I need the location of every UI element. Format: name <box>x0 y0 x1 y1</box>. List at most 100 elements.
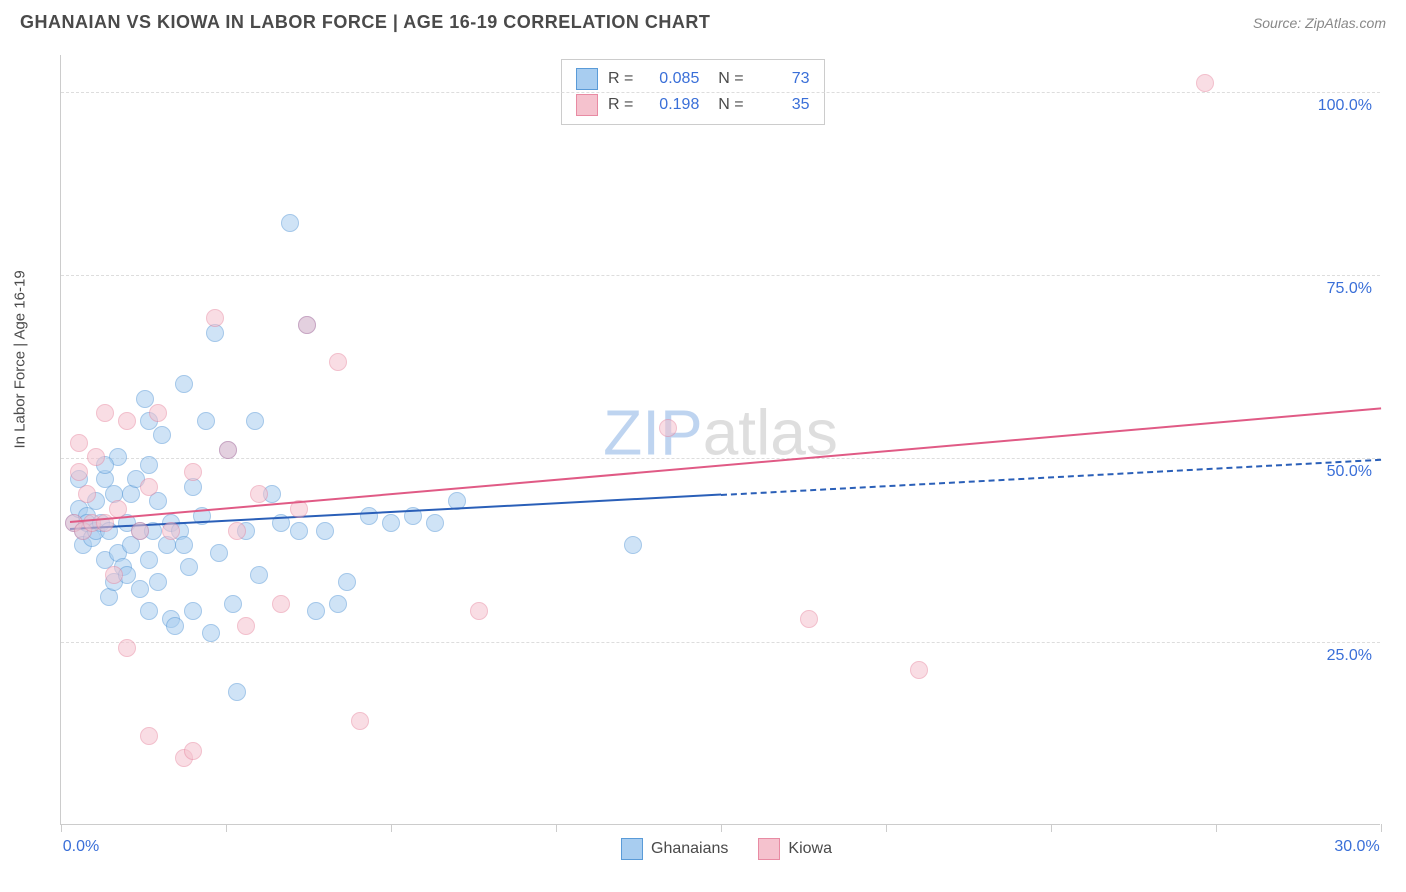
scatter-point <box>184 463 202 481</box>
scatter-point <box>237 617 255 635</box>
y-tick-label: 100.0% <box>1318 97 1372 115</box>
y-tick-label: 50.0% <box>1327 463 1372 481</box>
gridline <box>61 458 1380 459</box>
n-label: N = <box>709 70 743 88</box>
x-tick <box>1381 824 1382 832</box>
scatter-point <box>140 456 158 474</box>
y-axis-label: In Labor Force | Age 16-19 <box>12 270 29 448</box>
scatter-point <box>307 602 325 620</box>
gridline <box>61 92 1380 93</box>
scatter-point <box>140 478 158 496</box>
scatter-point <box>800 610 818 628</box>
scatter-point <box>149 573 167 591</box>
scatter-point <box>109 500 127 518</box>
legend-label: Kiowa <box>788 840 832 858</box>
scatter-point <box>202 624 220 642</box>
scatter-point <box>175 375 193 393</box>
legend-row-ghanaians: R = 0.085 N = 73 <box>576 66 810 92</box>
scatter-point <box>228 522 246 540</box>
scatter-point <box>105 566 123 584</box>
r-label: R = <box>608 96 633 114</box>
scatter-point <box>162 522 180 540</box>
scatter-point <box>175 536 193 554</box>
scatter-point <box>470 602 488 620</box>
scatter-point <box>70 434 88 452</box>
scatter-point <box>149 404 167 422</box>
scatter-point <box>166 617 184 635</box>
scatter-point <box>281 214 299 232</box>
x-tick <box>556 824 557 832</box>
scatter-point <box>659 419 677 437</box>
scatter-point <box>140 602 158 620</box>
scatter-point <box>1196 74 1214 92</box>
x-tick <box>1216 824 1217 832</box>
y-tick-label: 25.0% <box>1327 647 1372 665</box>
scatter-point <box>382 514 400 532</box>
scatter-point <box>426 514 444 532</box>
legend-item-kiowa: Kiowa <box>758 838 832 860</box>
scatter-point <box>250 485 268 503</box>
x-tick-label: 30.0% <box>1334 838 1379 856</box>
x-tick <box>226 824 227 832</box>
gridline <box>61 275 1380 276</box>
scatter-point <box>624 536 642 554</box>
swatch-icon <box>621 838 643 860</box>
x-tick <box>721 824 722 832</box>
scatter-point <box>351 712 369 730</box>
scatter-point <box>153 426 171 444</box>
swatch-icon <box>576 68 598 90</box>
x-tick <box>391 824 392 832</box>
scatter-point <box>184 602 202 620</box>
chart-title: GHANAIAN VS KIOWA IN LABOR FORCE | AGE 1… <box>20 12 710 33</box>
scatter-point <box>78 485 96 503</box>
scatter-point <box>272 595 290 613</box>
scatter-point <box>118 639 136 657</box>
series-legend: Ghanaians Kiowa <box>621 838 832 860</box>
n-value: 35 <box>754 96 810 114</box>
scatter-point <box>246 412 264 430</box>
y-tick-label: 75.0% <box>1327 280 1372 298</box>
x-tick <box>886 824 887 832</box>
swatch-icon <box>576 94 598 116</box>
legend-item-ghanaians: Ghanaians <box>621 838 728 860</box>
scatter-point <box>224 595 242 613</box>
scatter-point <box>329 353 347 371</box>
scatter-point <box>290 522 308 540</box>
scatter-point <box>329 595 347 613</box>
scatter-point <box>228 683 246 701</box>
scatter-point <box>87 448 105 466</box>
scatter-point <box>136 390 154 408</box>
scatter-point <box>910 661 928 679</box>
legend-row-kiowa: R = 0.198 N = 35 <box>576 92 810 118</box>
scatter-point <box>140 727 158 745</box>
scatter-point <box>206 309 224 327</box>
scatter-point <box>298 316 316 334</box>
scatter-point <box>180 558 198 576</box>
x-tick <box>61 824 62 832</box>
scatter-point <box>250 566 268 584</box>
scatter-point <box>70 463 88 481</box>
source-attribution: Source: ZipAtlas.com <box>1253 15 1386 31</box>
trend-line <box>70 407 1381 523</box>
scatter-point <box>219 441 237 459</box>
scatter-chart: ZIPatlas R = 0.085 N = 73 R = 0.198 N = … <box>60 55 1380 825</box>
scatter-point <box>197 412 215 430</box>
r-value: 0.198 <box>643 96 699 114</box>
scatter-point <box>131 522 149 540</box>
gridline <box>61 642 1380 643</box>
n-label: N = <box>709 96 743 114</box>
scatter-point <box>338 573 356 591</box>
scatter-point <box>140 551 158 569</box>
scatter-point <box>184 742 202 760</box>
scatter-point <box>96 404 114 422</box>
scatter-point <box>210 544 228 562</box>
scatter-point <box>360 507 378 525</box>
scatter-point <box>131 580 149 598</box>
scatter-point <box>118 412 136 430</box>
x-tick <box>1051 824 1052 832</box>
n-value: 73 <box>754 70 810 88</box>
swatch-icon <box>758 838 780 860</box>
scatter-point <box>316 522 334 540</box>
legend-label: Ghanaians <box>651 840 728 858</box>
trend-line-extrapolated <box>721 458 1381 495</box>
